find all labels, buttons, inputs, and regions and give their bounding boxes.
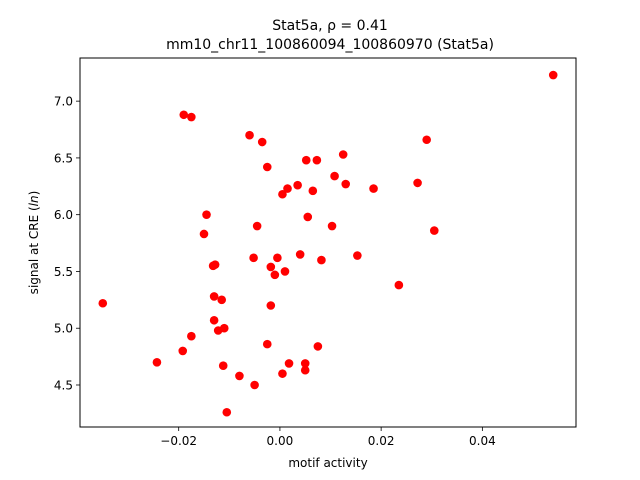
x-tick-label-0: −0.02: [160, 434, 197, 448]
data-point-36: [217, 295, 227, 305]
y-tick-label-3: 6.0: [54, 208, 73, 222]
data-point-39: [209, 315, 219, 325]
data-point-51: [278, 369, 287, 378]
data-point-34: [394, 280, 404, 290]
data-point-41: [219, 323, 229, 333]
data-point-33: [270, 270, 280, 280]
data-point-46: [152, 357, 162, 367]
chart-title-line2: mm10_chr11_100860094_100860970 (Stat5a): [166, 37, 494, 53]
data-point-19: [303, 212, 313, 222]
data-point-30: [210, 260, 220, 269]
points-layer: [98, 70, 558, 417]
y-tick-label-1: 5.0: [54, 322, 73, 336]
data-point-21: [327, 221, 337, 231]
data-point-49: [218, 361, 228, 370]
x-axis-label: motif activity: [288, 456, 367, 470]
data-point-38: [266, 301, 276, 310]
data-point-4: [257, 137, 267, 147]
y-tick-label-0: 4.5: [54, 378, 73, 392]
data-point-26: [249, 253, 258, 263]
data-point-16: [308, 186, 318, 196]
data-point-53: [250, 380, 259, 390]
y-axis-label: signal at CRE (ln): [27, 191, 41, 295]
data-point-13: [413, 178, 422, 188]
y-axis-label-ln: ln: [27, 195, 41, 206]
y-axis-ticks: 4.5 5.0 5.5 6.0 6.5 7.0: [54, 95, 80, 392]
data-point-32: [280, 267, 290, 276]
data-point-2: [187, 112, 196, 122]
data-point-18: [202, 210, 211, 219]
data-point-52: [235, 371, 244, 381]
data-point-31: [266, 262, 276, 272]
data-point-12: [341, 179, 351, 189]
data-point-22: [429, 226, 439, 235]
data-point-1: [179, 110, 189, 120]
data-point-24: [295, 250, 305, 259]
data-point-50: [300, 365, 310, 375]
data-point-28: [317, 255, 326, 265]
x-axis-ticks: −0.02 0.00 0.02 0.04: [160, 427, 496, 448]
data-point-37: [98, 298, 108, 308]
data-point-3: [245, 130, 254, 140]
data-point-25: [353, 251, 362, 260]
data-point-48: [300, 359, 310, 368]
x-tick-label-3: 0.04: [469, 434, 496, 448]
data-point-5: [422, 135, 431, 145]
chart-title-line1: Stat5a, ρ = 0.41: [272, 18, 388, 34]
data-point-20: [252, 221, 262, 231]
data-point-7: [301, 155, 311, 165]
plot-frame: [79, 57, 577, 428]
data-point-54: [222, 407, 232, 417]
data-point-11: [293, 180, 302, 190]
x-tick-label-1: 0.00: [267, 434, 294, 448]
data-point-9: [262, 162, 272, 172]
y-tick-label-2: 5.5: [54, 265, 73, 279]
data-point-6: [338, 150, 348, 159]
y-axis-label-prefix: signal at CRE (: [27, 206, 41, 294]
data-point-0: [548, 70, 558, 80]
data-point-8: [312, 155, 322, 165]
data-point-15: [369, 184, 378, 193]
data-point-14: [283, 184, 292, 193]
data-point-17: [278, 189, 287, 199]
data-point-23: [199, 229, 209, 239]
x-tick-label-2: 0.02: [368, 434, 395, 448]
y-tick-label-4: 6.5: [54, 151, 73, 165]
data-point-44: [313, 342, 323, 351]
data-point-10: [330, 171, 339, 181]
data-point-42: [187, 331, 196, 341]
data-point-45: [178, 346, 188, 356]
y-axis-label-suffix: ): [27, 191, 41, 196]
data-point-47: [284, 359, 294, 368]
data-point-27: [273, 253, 282, 263]
data-point-43: [262, 339, 272, 349]
data-point-35: [209, 292, 219, 301]
y-tick-label-5: 7.0: [54, 95, 73, 109]
